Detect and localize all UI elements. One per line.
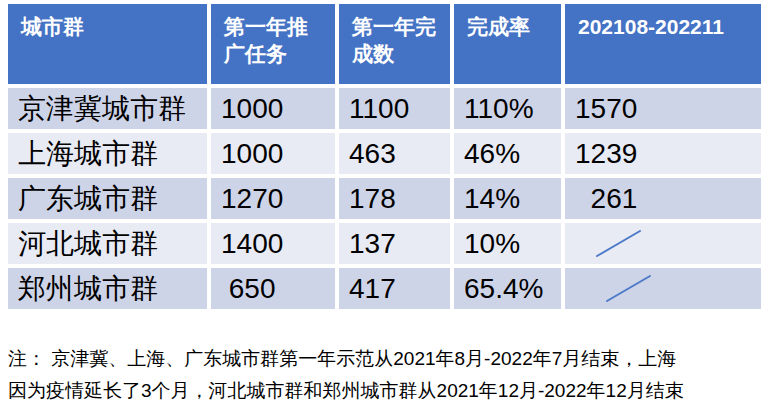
cell-row1-rate: 46% bbox=[454, 133, 561, 174]
slash-icon bbox=[594, 228, 646, 259]
cell-row4-name: 郑州城市群 bbox=[8, 268, 207, 309]
cell-row4-rate: 65.4% bbox=[454, 268, 561, 309]
cell-row3-name: 河北城市群 bbox=[8, 223, 207, 264]
header-cell-first-year-done: 第一年完 成数 bbox=[339, 4, 450, 84]
footnote-line2: 因为疫情延长了3个月，河北城市群和郑州城市群从2021年12月-2022年12月… bbox=[8, 375, 684, 407]
header-cell-period: 202108-202211 bbox=[565, 4, 761, 84]
header-cell-city-group: 城市群 bbox=[8, 4, 207, 84]
slide-page: 城市群 第一年推 广任务 第一年完 成数 完成率 202108-202211 京… bbox=[0, 0, 771, 418]
cell-row2-done: 178 bbox=[339, 178, 450, 219]
cell-row3-total bbox=[565, 223, 761, 264]
cell-row2-name: 广东城市群 bbox=[8, 178, 207, 219]
cell-row0-task: 1000 bbox=[211, 88, 335, 129]
cell-row4-total bbox=[565, 268, 761, 309]
cell-row2-task: 1270 bbox=[211, 178, 335, 219]
cell-row2-total: 261 bbox=[565, 178, 761, 219]
cell-row4-task: 650 bbox=[211, 268, 335, 309]
footnote: 注： 京津冀、上海、广东城市群第一年示范从2021年8月-2022年7月结束，上… bbox=[8, 343, 684, 407]
header-cell-first-year-task: 第一年推 广任务 bbox=[211, 4, 335, 84]
header-cell-completion-rate: 完成率 bbox=[454, 4, 561, 84]
city-group-table: 城市群 第一年推 广任务 第一年完 成数 完成率 202108-202211 京… bbox=[8, 4, 761, 309]
cell-row1-total: 1239 bbox=[565, 133, 761, 174]
cell-row1-done: 463 bbox=[339, 133, 450, 174]
cell-row2-rate: 14% bbox=[454, 178, 561, 219]
cell-row1-task: 1000 bbox=[211, 133, 335, 174]
cell-row3-rate: 10% bbox=[454, 223, 561, 264]
cell-row3-task: 1400 bbox=[211, 223, 335, 264]
cell-row0-total: 1570 bbox=[565, 88, 761, 129]
cell-row0-done: 1100 bbox=[339, 88, 450, 129]
cell-row4-done: 417 bbox=[339, 268, 450, 309]
cell-row3-done: 137 bbox=[339, 223, 450, 264]
slash-icon bbox=[604, 273, 656, 304]
footnote-line1: 注： 京津冀、上海、广东城市群第一年示范从2021年8月-2022年7月结束，上… bbox=[8, 343, 684, 375]
cell-row0-rate: 110% bbox=[454, 88, 561, 129]
cell-row0-name: 京津冀城市群 bbox=[8, 88, 207, 129]
cell-row1-name: 上海城市群 bbox=[8, 133, 207, 174]
